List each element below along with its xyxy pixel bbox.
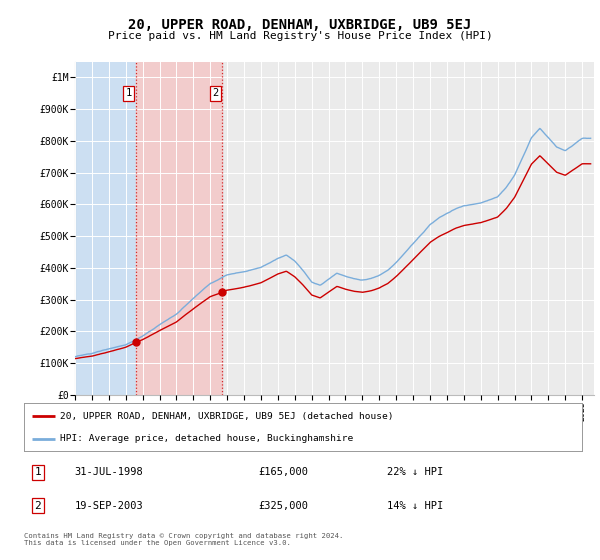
Text: 19-SEP-2003: 19-SEP-2003 [74, 501, 143, 511]
Text: 31-JUL-1998: 31-JUL-1998 [74, 468, 143, 478]
Text: £165,000: £165,000 [259, 468, 308, 478]
Text: Price paid vs. HM Land Registry's House Price Index (HPI): Price paid vs. HM Land Registry's House … [107, 31, 493, 41]
Text: 14% ↓ HPI: 14% ↓ HPI [387, 501, 443, 511]
Text: 2: 2 [35, 501, 41, 511]
Text: 22% ↓ HPI: 22% ↓ HPI [387, 468, 443, 478]
Bar [136, 62, 223, 395]
Text: 2: 2 [212, 88, 219, 98]
Text: Contains HM Land Registry data © Crown copyright and database right 2024.
This d: Contains HM Land Registry data © Crown c… [24, 533, 343, 546]
Text: HPI: Average price, detached house, Buckinghamshire: HPI: Average price, detached house, Buck… [60, 435, 353, 444]
Text: 20, UPPER ROAD, DENHAM, UXBRIDGE, UB9 5EJ (detached house): 20, UPPER ROAD, DENHAM, UXBRIDGE, UB9 5E… [60, 412, 394, 421]
Bar [75, 62, 223, 395]
Text: 1: 1 [125, 88, 132, 98]
Text: 20, UPPER ROAD, DENHAM, UXBRIDGE, UB9 5EJ: 20, UPPER ROAD, DENHAM, UXBRIDGE, UB9 5E… [128, 18, 472, 32]
Text: 1: 1 [35, 468, 41, 478]
Text: £325,000: £325,000 [259, 501, 308, 511]
